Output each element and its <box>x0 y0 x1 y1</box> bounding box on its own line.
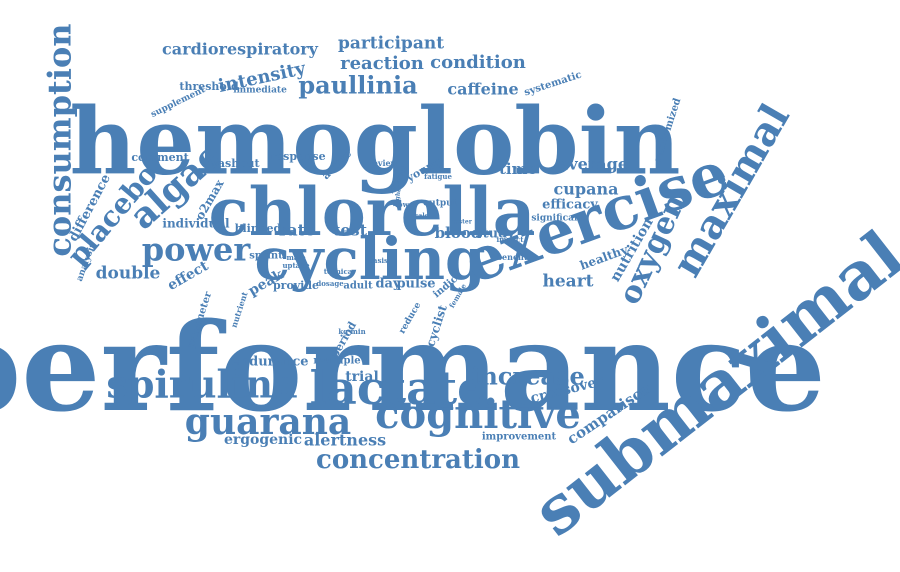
cloud-word-condition: condition <box>430 52 526 73</box>
cloud-word-impact: impact <box>497 235 525 244</box>
cloud-word-study: study <box>475 227 515 242</box>
cloud-word-efficacy: efficacy <box>542 198 598 213</box>
cloud-word-lactate: lactate <box>310 361 487 415</box>
cloud-word-endurance: endurance <box>231 355 308 370</box>
cloud-word-time: time <box>499 160 537 178</box>
cloud-word-trial: trial <box>345 369 379 385</box>
cloud-word-consumption: consumption <box>41 23 79 256</box>
cloud-word-alertness: alertness <box>304 431 386 450</box>
cloud-word-performance: performance <box>0 296 826 440</box>
cloud-word-uptake: uptake <box>282 261 310 270</box>
cloud-word-washout: washout <box>207 157 260 170</box>
cloud-word-double: double <box>96 264 161 284</box>
cloud-word-cupana: cupana <box>554 180 619 199</box>
cloud-word-blood: blood <box>435 224 482 242</box>
cloud-word-caffeine: caffeine <box>447 80 518 99</box>
cloud-word-cycling: cycling <box>254 225 485 293</box>
cloud-word-cardiorespiratory: cardiorespiratory <box>162 40 319 59</box>
cloud-word-concentration: concentration <box>316 445 520 475</box>
cloud-word-tester: tester <box>452 219 473 226</box>
cloud-word-rate: rate <box>279 221 315 240</box>
cloud-word-test: test <box>333 221 368 240</box>
cloud-word-provide: provide <box>273 279 319 292</box>
cloud-word-reaction: reaction <box>340 53 424 74</box>
cloud-word-significant: significant <box>531 214 585 224</box>
cloud-word-multiple: multiple <box>313 356 360 367</box>
cloud-word-average: average <box>558 155 628 174</box>
cloud-word-male: male <box>286 253 306 262</box>
cloud-word-review: review <box>369 158 399 168</box>
cloud-word-scale: scale <box>411 213 428 220</box>
cloud-word-benefit: benefit <box>496 252 527 262</box>
cloud-word-heart: heart <box>543 272 594 292</box>
cloud-word-threshold: threshold <box>179 80 239 93</box>
cloud-word-spirulina: spirulina <box>106 362 297 407</box>
cloud-word-ergogenic: ergogenic <box>224 432 302 448</box>
cloud-word-adult: adult <box>343 281 373 292</box>
cloud-word-pulse: pulse <box>396 277 435 292</box>
cloud-word-increase: increase <box>471 362 584 391</box>
cloud-word-sprint: sprint <box>249 251 283 262</box>
cloud-word-dosage: dosage <box>316 279 344 288</box>
cloud-word-blinded: blinded <box>235 222 282 235</box>
cloud-word-higher: higher <box>393 184 404 208</box>
cloud-word-cognitive: cognitive <box>375 391 581 438</box>
cloud-word-guarana: guarana <box>185 401 351 443</box>
cloud-word-fatigue: fatigue <box>424 172 452 181</box>
cloud-word-output: output <box>423 199 458 209</box>
cloud-word-participant: participant <box>338 34 444 54</box>
cloud-word-improvement: improvement <box>482 432 557 443</box>
cloud-word-kg-min: kg·min <box>338 327 365 336</box>
cloud-word-tecnica: tecnica <box>324 267 353 276</box>
cloud-word-paullinia: paullinia <box>298 71 417 100</box>
cloud-word-power: power <box>142 231 252 269</box>
cloud-word-comment: comment <box>131 151 189 164</box>
cloud-word-lower: lower <box>395 200 417 209</box>
cloud-word-response: response <box>270 150 325 163</box>
cloud-word-day: day <box>375 277 401 292</box>
cloud-word-hemoglobin: hemoglobin <box>70 88 681 196</box>
cloud-word-individual: individual <box>162 217 230 231</box>
cloud-word-chlorella: chlorella <box>209 173 536 251</box>
cloud-word-basis: basis <box>368 256 388 265</box>
cloud-word-immediate: immediate <box>233 86 287 96</box>
